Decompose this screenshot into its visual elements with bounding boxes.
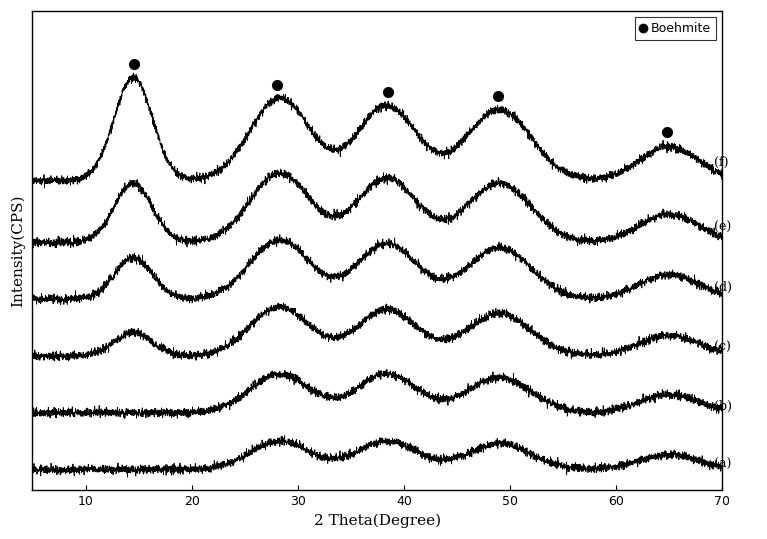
Y-axis label: Intensity(CPS): Intensity(CPS) (11, 195, 25, 307)
Text: (b): (b) (714, 400, 732, 413)
Text: (c): (c) (714, 341, 731, 354)
Text: (f): (f) (714, 156, 728, 169)
X-axis label: 2 Theta(Degree): 2 Theta(Degree) (314, 514, 441, 528)
Text: (a): (a) (714, 458, 731, 471)
Text: (d): (d) (714, 281, 732, 294)
Text: (e): (e) (714, 220, 731, 234)
Legend: Boehmite: Boehmite (634, 17, 716, 40)
